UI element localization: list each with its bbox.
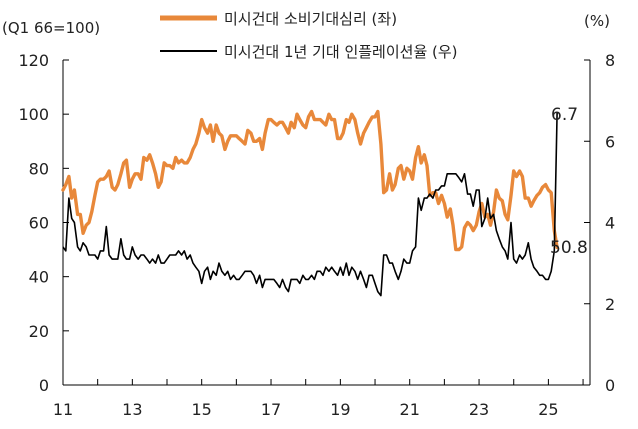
x-tick-label: 17 <box>261 400 281 419</box>
right-tick-label: 8 <box>605 51 615 70</box>
legend-label-sentiment: 미시건대 소비기대심리 (좌) <box>224 10 397 28</box>
right-tick-label: 0 <box>605 376 615 395</box>
left-axis-unit-label: (Q1 66=100) <box>2 19 100 37</box>
annotation-inflation-last: 6.7 <box>551 105 578 125</box>
x-tick-label: 19 <box>330 400 350 419</box>
series-line-sentiment <box>61 109 559 252</box>
x-tick-label: 25 <box>538 400 558 419</box>
x-tick-label: 13 <box>122 400 142 419</box>
x-axis-ticks: 11 13 15 17 19 21 23 25 <box>53 379 584 419</box>
x-tick-label: 21 <box>400 400 420 419</box>
series-line-inflation <box>62 112 558 297</box>
left-tick-label: 40 <box>29 268 49 287</box>
legend: 미시건대 소비기대심리 (좌) 미시건대 1년 기대 인플레이션율 (우) <box>160 10 458 61</box>
left-tick-label: 120 <box>18 51 49 70</box>
left-tick-label: 60 <box>29 214 49 233</box>
right-axis-unit-label: (%) <box>584 12 610 30</box>
plot-area: 0 20 40 60 80 100 120 0 2 4 6 8 11 13 15 17 19 21 23 25 <box>18 51 615 419</box>
right-tick-label: 6 <box>605 132 615 151</box>
right-tick-label: 4 <box>605 214 615 233</box>
right-axis-ticks: 0 2 4 6 8 <box>584 51 615 395</box>
left-tick-label: 20 <box>29 322 49 341</box>
left-axis-ticks: 0 20 40 60 80 100 120 <box>18 51 69 395</box>
annotation-sentiment-last: 50.8 <box>550 238 588 258</box>
left-tick-label: 80 <box>29 159 49 178</box>
left-tick-label: 100 <box>18 105 49 124</box>
right-tick-label: 2 <box>605 295 615 314</box>
legend-label-inflation: 미시건대 1년 기대 인플레이션율 (우) <box>224 43 458 61</box>
left-tick-label: 0 <box>39 376 49 395</box>
x-tick-label: 23 <box>469 400 489 419</box>
x-tick-label: 15 <box>192 400 212 419</box>
x-tick-label: 11 <box>53 400 73 419</box>
